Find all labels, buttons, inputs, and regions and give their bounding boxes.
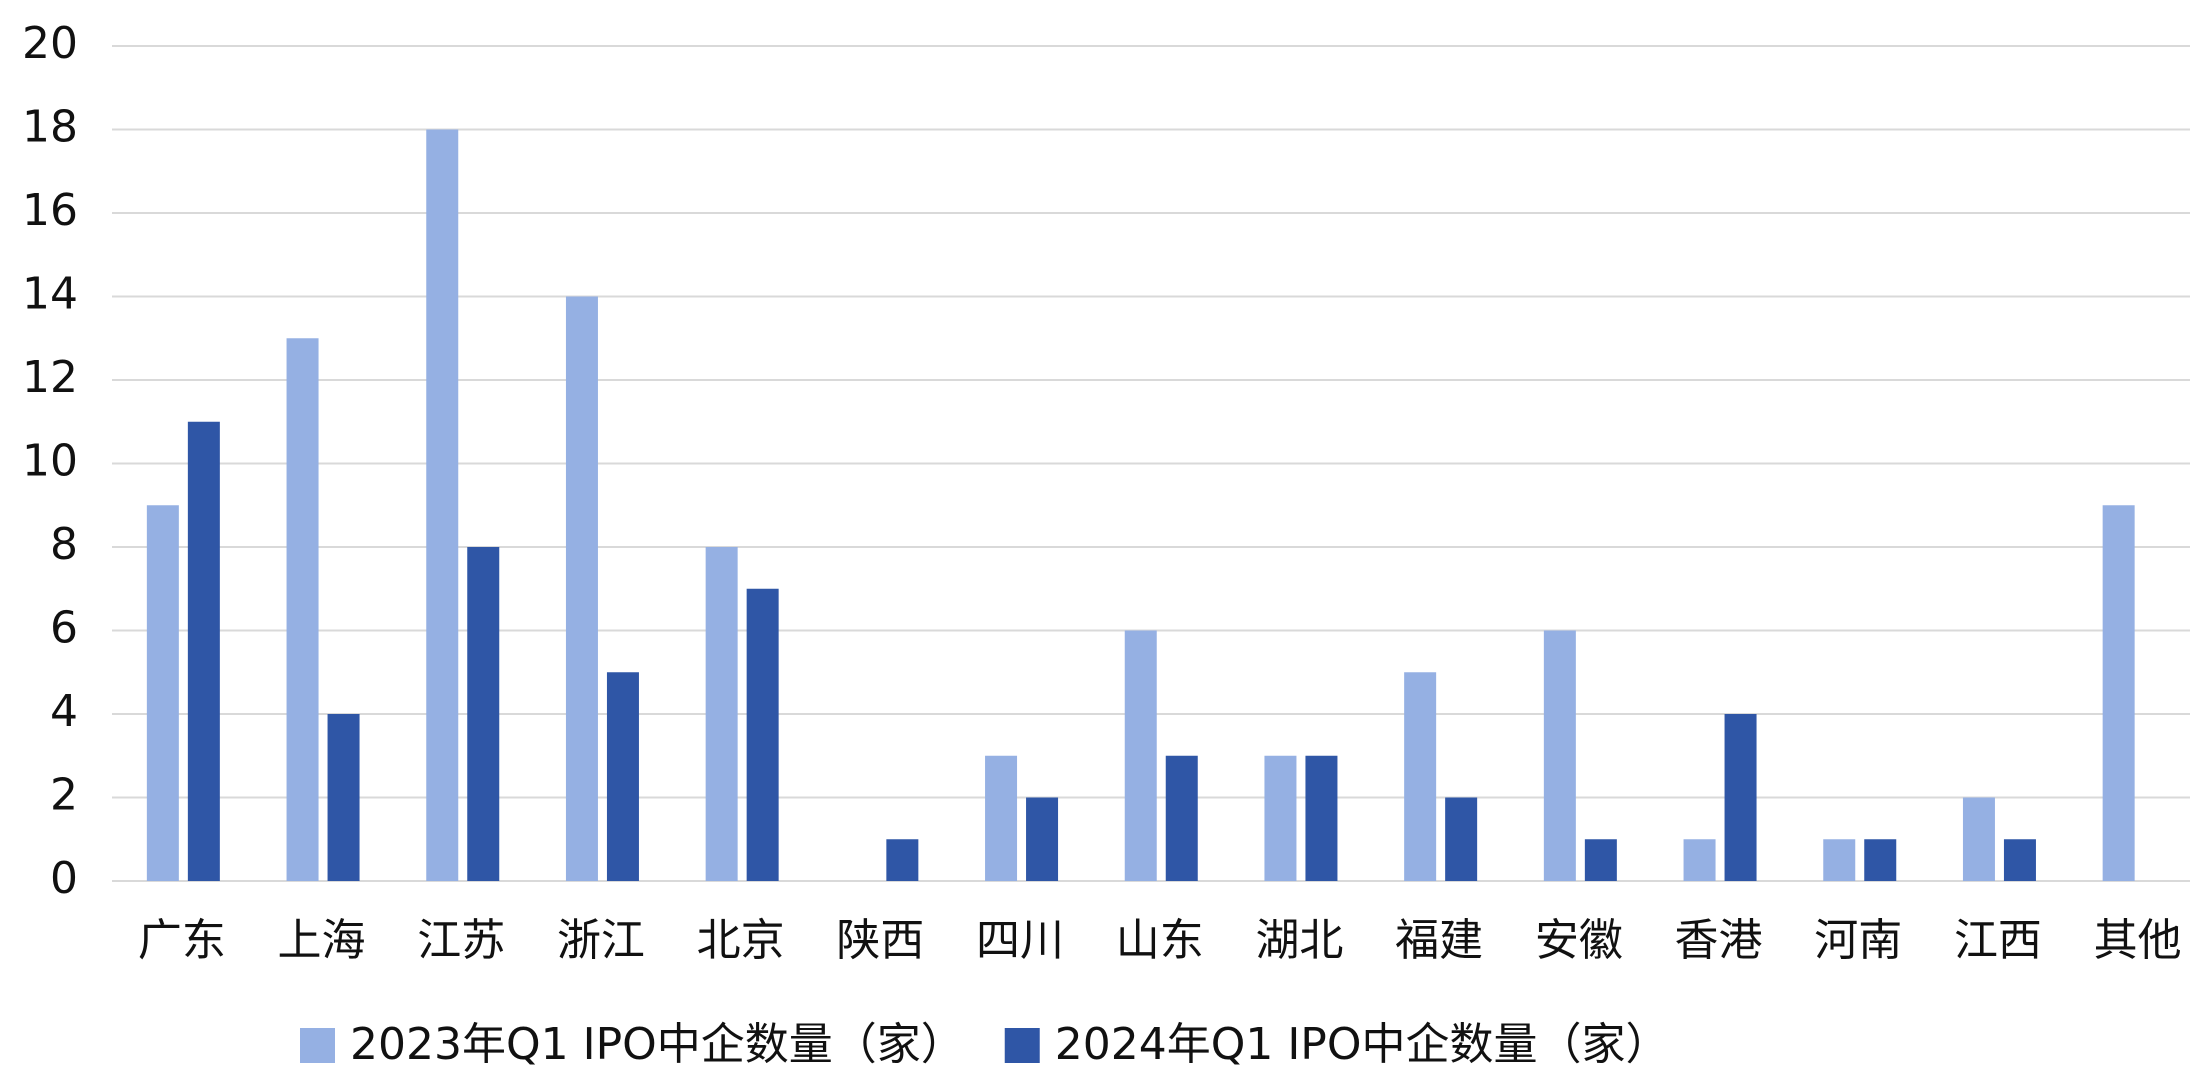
bar xyxy=(886,839,919,881)
bar xyxy=(1305,755,1338,881)
legend-swatch xyxy=(1004,1028,1040,1063)
bar xyxy=(1404,672,1437,881)
x-tick-label: 福建 xyxy=(1395,915,1483,966)
bar xyxy=(985,755,1018,881)
bar xyxy=(1823,839,1856,881)
y-tick-label: 0 xyxy=(50,853,78,904)
y-tick-label: 20 xyxy=(22,18,78,69)
y-tick-label: 8 xyxy=(50,519,78,570)
bar xyxy=(2102,505,2135,881)
bar xyxy=(1445,797,1478,881)
x-tick-label: 湖北 xyxy=(1255,915,1343,966)
x-tick-label: 香港 xyxy=(1675,915,1763,966)
y-tick-label: 12 xyxy=(22,352,78,403)
bar xyxy=(1724,714,1757,881)
x-tick-label: 山东 xyxy=(1116,915,1204,966)
y-tick-label: 10 xyxy=(22,436,78,487)
x-tick-label: 上海 xyxy=(278,915,366,966)
x-tick-label: 江西 xyxy=(1954,915,2042,966)
x-tick-label: 河南 xyxy=(1814,915,1902,966)
bar xyxy=(467,547,500,881)
bar xyxy=(565,296,598,881)
bar xyxy=(1543,630,1576,881)
bar xyxy=(2003,839,2036,881)
y-tick-label: 4 xyxy=(50,686,78,737)
x-tick-label: 安徽 xyxy=(1535,915,1623,966)
bar xyxy=(327,714,360,881)
legend-label: 2024年Q1 IPO中企数量（家） xyxy=(1055,1019,1670,1070)
bar xyxy=(705,547,738,881)
x-tick-label: 浙江 xyxy=(557,915,645,966)
x-tick-label: 江苏 xyxy=(417,915,505,966)
bar xyxy=(746,588,779,881)
bar xyxy=(1026,797,1059,881)
legend-swatch xyxy=(300,1028,335,1063)
bar xyxy=(286,338,319,881)
x-tick-label: 北京 xyxy=(697,915,785,966)
legend-label: 2023年Q1 IPO中企数量（家） xyxy=(350,1019,965,1070)
bar xyxy=(1864,839,1897,881)
bar xyxy=(426,129,459,881)
x-tick-label: 其他 xyxy=(2094,915,2182,966)
bar xyxy=(146,505,179,881)
bar xyxy=(1165,755,1198,881)
bar xyxy=(606,672,639,881)
x-tick-label: 陕西 xyxy=(836,915,924,966)
bar xyxy=(1264,755,1297,881)
y-tick-label: 18 xyxy=(22,102,78,153)
bar xyxy=(187,421,220,881)
y-tick-label: 16 xyxy=(22,185,78,236)
y-tick-label: 14 xyxy=(22,269,78,320)
y-tick-label: 2 xyxy=(50,770,78,821)
y-tick-label: 6 xyxy=(50,603,78,654)
x-tick-label: 广东 xyxy=(138,915,226,966)
bar xyxy=(1962,797,1995,881)
bar xyxy=(1683,839,1716,881)
x-tick-label: 四川 xyxy=(976,915,1064,966)
bar xyxy=(1584,839,1617,881)
bar xyxy=(1124,630,1157,881)
